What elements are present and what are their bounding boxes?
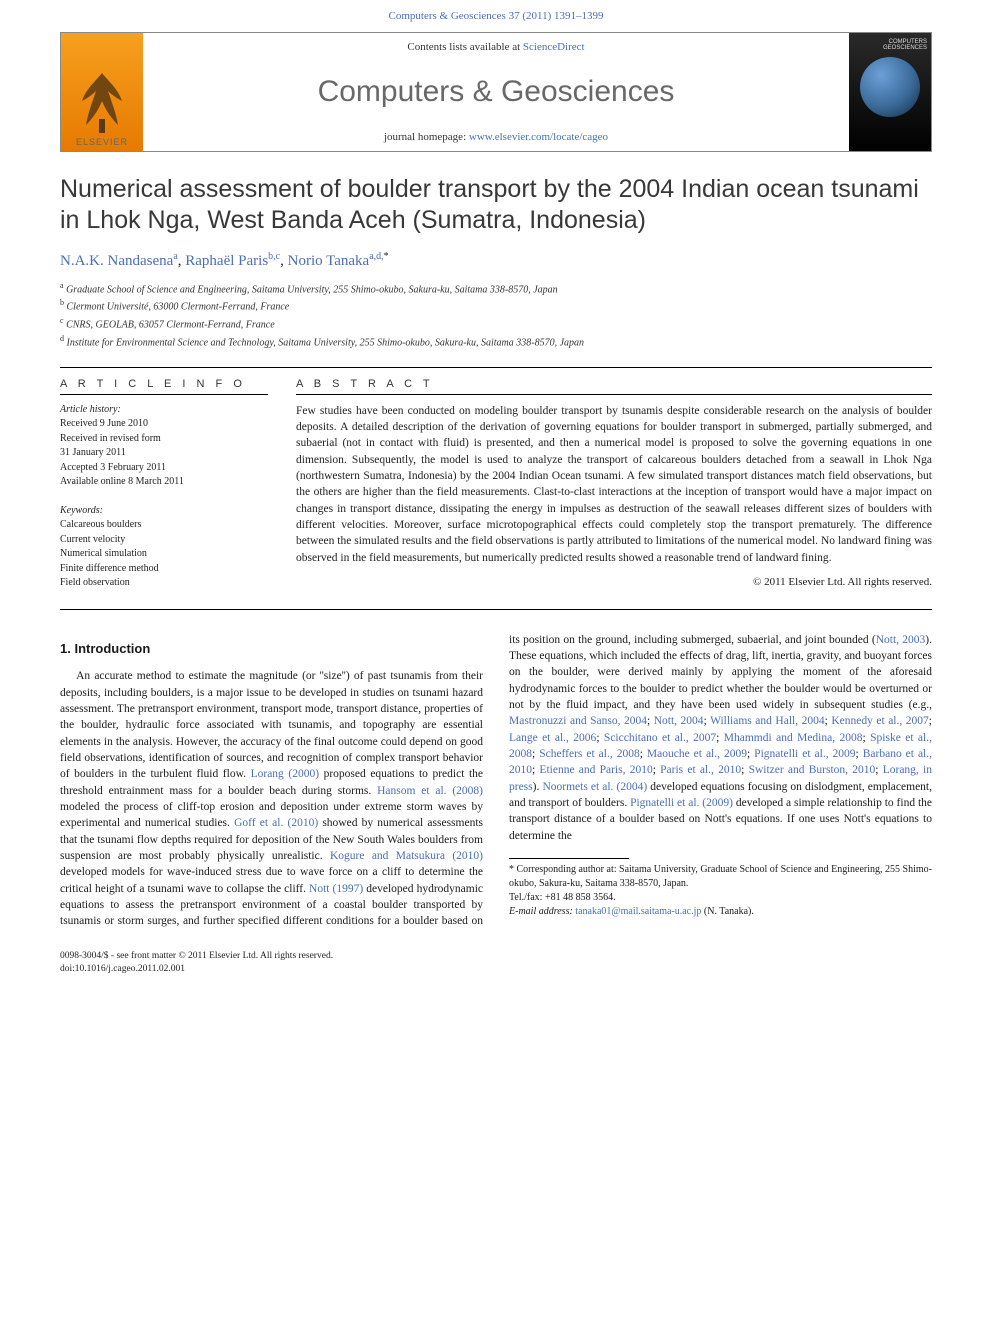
citation-link[interactable]: Pignatelli et al., 2009: [754, 748, 855, 760]
citation-link[interactable]: Noormets et al. (2004): [542, 781, 647, 793]
keyword: Numerical simulation: [60, 548, 147, 559]
history-line: Received in revised form: [60, 433, 161, 444]
elsevier-logo[interactable]: ELSEVIER: [61, 33, 143, 151]
history-line: Available online 8 March 2011: [60, 476, 184, 487]
keyword: Calcareous boulders: [60, 519, 141, 530]
email-label: E-mail address:: [509, 906, 573, 917]
corresponding-star-icon: *: [509, 864, 517, 875]
abstract-copyright: © 2011 Elsevier Ltd. All rights reserved…: [296, 576, 932, 588]
telfax: Tel./fax: +81 48 858 3564.: [509, 891, 932, 905]
author-aff-sup: a,d,: [369, 251, 383, 262]
citation-link[interactable]: Lange et al., 2006: [509, 732, 596, 744]
email-name: (N. Tanaka).: [704, 906, 754, 917]
authors: N.A.K. Nandasenaa, Raphaël Parisb,c, Nor…: [60, 251, 932, 270]
history-line: 31 January 2011: [60, 447, 126, 458]
citation-link[interactable]: Nott, 2004: [654, 715, 704, 727]
corresponding-star-icon: *: [384, 251, 389, 262]
abstract-text: Few studies have been conducted on model…: [296, 403, 932, 566]
author-link[interactable]: Norio Tanaka: [288, 253, 370, 269]
journal-cover-thumb[interactable]: COMPUTERS GEOSCIENCES: [849, 33, 931, 151]
cover-thumb-title: COMPUTERS GEOSCIENCES: [849, 39, 931, 51]
citation-link[interactable]: Mhammdi and Medina, 2008: [724, 732, 863, 744]
citation-link[interactable]: Hansom et al. (2008): [377, 785, 483, 797]
keyword: Finite difference method: [60, 563, 159, 574]
citation-link[interactable]: Etienne and Paris, 2010: [539, 764, 652, 776]
citation-link[interactable]: Nott, 2003: [876, 634, 926, 646]
citation-link[interactable]: Switzer and Burston, 2010: [749, 764, 876, 776]
abstract-column: A B S T R A C T Few studies have been co…: [296, 378, 932, 591]
article-title: Numerical assessment of boulder transpor…: [60, 174, 932, 237]
citation-link[interactable]: Paris et al., 2010: [660, 764, 741, 776]
elsevier-wordmark: ELSEVIER: [76, 137, 128, 147]
email-link[interactable]: tanaka01@mail.saitama-u.ac.jp: [575, 906, 701, 917]
divider: [60, 367, 932, 368]
keywords-label: Keywords:: [60, 505, 103, 516]
article-info-heading: A R T I C L E I N F O: [60, 378, 268, 395]
citation-link[interactable]: Scheffers et al., 2008: [539, 748, 640, 760]
sciencedirect-link[interactable]: ScienceDirect: [523, 41, 585, 53]
top-citation-link[interactable]: Computers & Geosciences 37 (2011) 1391–1…: [389, 10, 604, 22]
journal-name: Computers & Geosciences: [318, 75, 675, 109]
history-label: Article history:: [60, 404, 121, 415]
top-citation: Computers & Geosciences 37 (2011) 1391–1…: [0, 0, 992, 28]
journal-homepage: journal homepage: www.elsevier.com/locat…: [384, 131, 608, 143]
contents-available: Contents lists available at ScienceDirec…: [407, 41, 584, 53]
keyword: Current velocity: [60, 534, 125, 545]
cover-globe-icon: [860, 57, 920, 117]
bottom-metadata: 0098-3004/$ - see front matter © 2011 El…: [60, 950, 932, 977]
footnote-divider: [509, 858, 629, 859]
citation-link[interactable]: Williams and Hall, 2004: [710, 715, 825, 727]
affiliations: a Graduate School of Science and Enginee…: [60, 280, 932, 351]
author-link[interactable]: N.A.K. Nandasena: [60, 253, 173, 269]
author-link[interactable]: Raphaël Paris: [185, 253, 268, 269]
homepage-link[interactable]: www.elsevier.com/locate/cageo: [469, 131, 608, 143]
corresponding-note: Corresponding author at: Saitama Univers…: [509, 864, 932, 889]
citation-link[interactable]: Goff et al. (2010): [234, 817, 318, 829]
header-center: Contents lists available at ScienceDirec…: [143, 33, 849, 151]
footnotes: * Corresponding author at: Saitama Unive…: [509, 863, 932, 919]
citation-link[interactable]: Kogure and Matsukura (2010): [330, 850, 483, 862]
citation-link[interactable]: Lorang (2000): [251, 768, 319, 780]
citation-link[interactable]: Kennedy et al., 2007: [831, 715, 928, 727]
front-matter-line: 0098-3004/$ - see front matter © 2011 El…: [60, 950, 932, 963]
abstract-heading: A B S T R A C T: [296, 378, 932, 395]
history-line: Received 9 June 2010: [60, 418, 148, 429]
article-body: 1. Introduction An accurate method to es…: [60, 632, 932, 930]
citation-link[interactable]: Mastronuzzi and Sanso, 2004: [509, 715, 647, 727]
citation-link[interactable]: Pignatelli et al. (2009): [630, 797, 733, 809]
journal-header: ELSEVIER Contents lists available at Sci…: [60, 32, 932, 152]
history-line: Accepted 3 February 2011: [60, 462, 166, 473]
author-aff-sup: a: [173, 251, 177, 262]
elsevier-tree-icon: [72, 65, 132, 137]
article-info-column: A R T I C L E I N F O Article history: R…: [60, 378, 268, 591]
author-aff-sup: b,c: [268, 251, 280, 262]
citation-link[interactable]: Maouche et al., 2009: [647, 748, 747, 760]
section-heading: 1. Introduction: [60, 640, 483, 658]
citation-link[interactable]: Nott (1997): [309, 883, 363, 895]
doi-line: doi:10.1016/j.cageo.2011.02.001: [60, 963, 932, 976]
keyword: Field observation: [60, 577, 130, 588]
citation-link[interactable]: Scicchitano et al., 2007: [604, 732, 716, 744]
